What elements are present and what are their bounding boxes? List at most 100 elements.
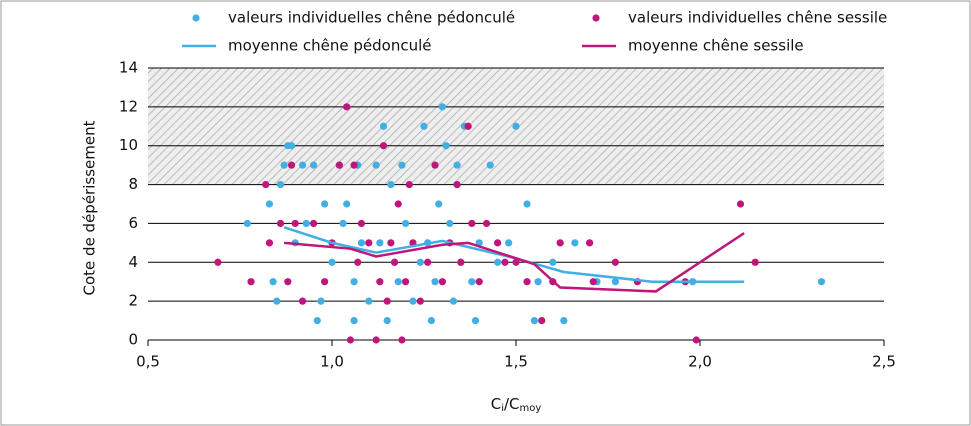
- point: [751, 258, 759, 266]
- y-tick-label: 0: [128, 331, 138, 349]
- legend-label: valeurs individuelles chêne pédonculé: [228, 9, 515, 27]
- point: [523, 278, 531, 286]
- point: [394, 200, 402, 208]
- point: [486, 161, 494, 169]
- x-axis-title: Ci/Cmoy: [491, 395, 542, 415]
- point: [398, 161, 406, 169]
- x-tick-label: 2,0: [688, 353, 712, 371]
- y-tick-label: 12: [119, 97, 138, 115]
- point: [494, 258, 502, 266]
- point: [383, 297, 391, 305]
- point: [383, 316, 391, 325]
- point: [354, 258, 362, 266]
- point: [416, 258, 424, 266]
- point: [214, 258, 222, 266]
- point: [692, 336, 700, 344]
- point: [431, 161, 439, 169]
- y-tick-label: 8: [128, 175, 138, 193]
- point: [449, 297, 458, 305]
- point: [372, 161, 380, 169]
- point: [350, 278, 358, 286]
- point: [538, 316, 546, 325]
- point: [280, 161, 288, 169]
- point: [431, 278, 439, 286]
- point: [409, 297, 417, 305]
- point: [350, 161, 358, 169]
- point: [262, 180, 270, 189]
- point: [247, 278, 255, 286]
- point: [512, 258, 520, 266]
- point: [265, 200, 274, 208]
- point: [328, 258, 336, 266]
- point: [394, 278, 402, 286]
- point: [365, 297, 373, 305]
- point: [494, 239, 502, 247]
- point: [556, 239, 564, 247]
- y-tick-label: 6: [128, 214, 138, 232]
- point: [321, 278, 329, 286]
- mean-line: [284, 232, 745, 293]
- point: [571, 239, 579, 247]
- point: [372, 336, 380, 344]
- x-title-part: i: [501, 403, 504, 414]
- point: [457, 258, 465, 266]
- x-tick-label: 2,5: [872, 353, 896, 371]
- x-tick-label: 0,5: [136, 353, 160, 371]
- point: [269, 278, 277, 286]
- point: [265, 239, 274, 247]
- point: [482, 219, 491, 228]
- point: [611, 258, 619, 266]
- legend-label: moyenne chêne sessile: [628, 37, 804, 55]
- point: [298, 297, 307, 305]
- point: [611, 278, 619, 286]
- point: [284, 278, 292, 286]
- point: [387, 239, 395, 247]
- point: [468, 219, 476, 228]
- y-axis-title: Cote de dépérissement: [81, 120, 99, 295]
- point: [549, 258, 557, 266]
- point: [313, 316, 321, 325]
- point: [512, 122, 520, 130]
- point: [365, 239, 373, 247]
- point: [302, 219, 310, 228]
- point: [523, 200, 531, 208]
- point: [243, 219, 251, 228]
- point: [736, 200, 745, 208]
- point: [343, 103, 351, 111]
- point: [402, 278, 410, 286]
- point: [376, 278, 384, 286]
- point: [343, 200, 351, 208]
- point: [317, 297, 325, 305]
- point: [376, 239, 384, 247]
- point: [438, 103, 446, 111]
- point: [357, 239, 366, 247]
- point: [398, 336, 406, 344]
- mean-line: [283, 226, 745, 283]
- point: [446, 219, 454, 228]
- point: [471, 316, 480, 325]
- point: [530, 316, 539, 325]
- x-title-part: /C: [504, 395, 520, 413]
- point: [442, 142, 450, 150]
- point: [346, 336, 354, 344]
- point: [310, 161, 318, 169]
- point: [505, 239, 513, 247]
- point: [586, 239, 594, 247]
- point: [405, 180, 413, 189]
- point: [287, 142, 296, 150]
- point: [276, 219, 285, 228]
- x-title-part: moy: [520, 403, 542, 414]
- point: [464, 122, 472, 130]
- point: [420, 122, 428, 130]
- point: [310, 219, 318, 228]
- point: [589, 278, 597, 286]
- point: [321, 200, 329, 208]
- point: [387, 180, 395, 189]
- point: [291, 219, 299, 228]
- point: [817, 278, 826, 286]
- plot-area: 0 2 4 6 8 10 12 14 0,5 1,0 1,5 2,0 2,5 valeurs indivi…: [119, 9, 896, 371]
- legend-label: valeurs individuelles chêne sessile: [628, 9, 887, 27]
- point: [357, 219, 366, 228]
- legend-dot: [192, 14, 200, 22]
